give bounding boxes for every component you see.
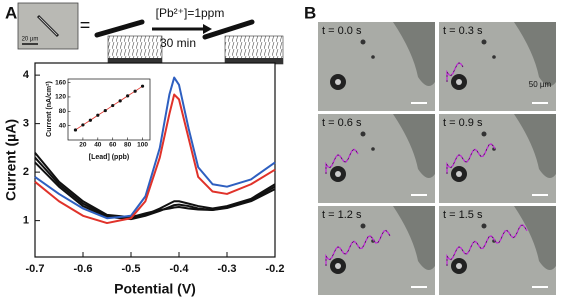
rod-after (202, 19, 255, 40)
debris (481, 223, 487, 229)
x-tick-label: -0.6 (74, 263, 93, 275)
debris (360, 131, 366, 137)
frame-time-label: t = 1.5 s (443, 209, 483, 221)
bubble-core (335, 263, 341, 269)
x-tick-label: -0.4 (170, 263, 190, 275)
time-label: 30 min (160, 36, 196, 50)
data-point (88, 118, 92, 122)
scale-bar-label: 50 µm (529, 80, 552, 89)
y-tick-label: 3 (23, 118, 29, 130)
y-axis-label: Current (µA) (3, 119, 19, 201)
data-point (96, 113, 100, 117)
debris (492, 55, 496, 59)
rod (94, 19, 145, 38)
helix-body (446, 62, 464, 82)
surface-base (108, 58, 162, 64)
y-tick-label: 40 (59, 122, 67, 129)
x-axis-label: [Lead] (ppb) (89, 154, 129, 161)
y-tick-label: 120 (55, 94, 66, 101)
frames: t = 0.0 s t = 0.3 s t = 0.6 s t = 0.9 s t = … (318, 22, 556, 295)
frame-time-label: t = 0.3 s (443, 25, 483, 37)
x-tick-label: 20 (79, 142, 87, 149)
data-line (34, 93, 276, 225)
condition-label: [Pb²⁺]=1ppm (156, 6, 225, 20)
data-line (75, 85, 143, 131)
helix-body (325, 230, 391, 266)
bubble-core (456, 79, 462, 85)
y-tick-label: 2 (23, 166, 29, 178)
data-line (34, 152, 276, 219)
rod-highlight (38, 16, 58, 36)
bubble-core (456, 263, 462, 269)
bubble-core (335, 79, 341, 85)
dark-region (514, 206, 556, 270)
x-axis-label: Potential (V) (114, 281, 196, 297)
y-tick-label: 4 (23, 69, 30, 81)
frame-time-label: t = 0.0 s (322, 25, 362, 37)
data-point (73, 128, 78, 132)
charts: -0.7 -0.6 -0.5 -0.4 -0.3 -0.2 1 2 3 4 Potential (V… (3, 62, 285, 297)
debris (360, 223, 366, 229)
x-tick-label: -0.3 (218, 263, 237, 275)
x-tick-label: -0.7 (26, 263, 45, 275)
dark-region (514, 114, 556, 178)
equals-sign: = (80, 15, 91, 35)
debris (360, 39, 366, 45)
y-tick-label: 80 (59, 108, 67, 115)
x-tick-label: 100 (137, 142, 148, 149)
frame-time-label: t = 0.9 s (443, 117, 483, 129)
helix-body (446, 224, 528, 266)
plot-area (67, 78, 151, 141)
debris (371, 147, 375, 151)
y-tick-label: 160 (55, 79, 66, 86)
schematic: 20 µm = [Pb²⁺]=1ppm 30 min (17, 2, 284, 65)
helix-body (325, 148, 359, 174)
y-tick-label: 1 (23, 215, 29, 227)
x-tick-label: 80 (124, 142, 132, 149)
helix-body (446, 143, 496, 174)
data-point (126, 94, 130, 98)
x-tick-label: -0.2 (266, 263, 285, 275)
data-point (103, 108, 107, 113)
y-axis-label: Current (nA/cm²) (46, 81, 53, 137)
surface-base-after (225, 58, 283, 64)
debris (481, 131, 487, 137)
frame-time-label: t = 0.6 s (322, 117, 362, 129)
bubble-core (335, 171, 341, 177)
dark-region (393, 114, 435, 178)
data-line (34, 76, 276, 220)
scale-bar-label: 20 µm (22, 37, 39, 43)
x-tick-label: 40 (94, 142, 102, 149)
dark-region (393, 22, 435, 86)
debris (371, 55, 375, 59)
data-line (34, 156, 276, 220)
dark-region (514, 22, 556, 86)
data-point (111, 103, 115, 108)
x-tick-label: -0.5 (122, 263, 141, 275)
debris (481, 39, 487, 45)
data-point (133, 89, 137, 93)
dark-region (393, 206, 435, 270)
frame-time-label: t = 1.2 s (322, 209, 362, 221)
data-point (118, 99, 122, 103)
arrow-head (203, 24, 212, 34)
data-point (140, 84, 145, 88)
panel-label: A (5, 3, 17, 22)
bubble-core (456, 171, 462, 177)
data-point (81, 123, 85, 127)
x-tick-label: 60 (109, 142, 117, 149)
panel-label: B (304, 3, 316, 22)
